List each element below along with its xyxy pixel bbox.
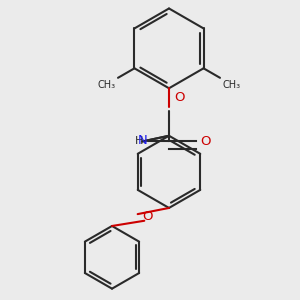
Text: O: O [175,91,185,104]
Text: O: O [142,209,153,223]
Text: H: H [135,136,143,146]
Text: CH₃: CH₃ [97,80,115,90]
Text: O: O [200,135,211,148]
Text: N: N [137,134,147,147]
Text: CH₃: CH₃ [223,80,241,90]
